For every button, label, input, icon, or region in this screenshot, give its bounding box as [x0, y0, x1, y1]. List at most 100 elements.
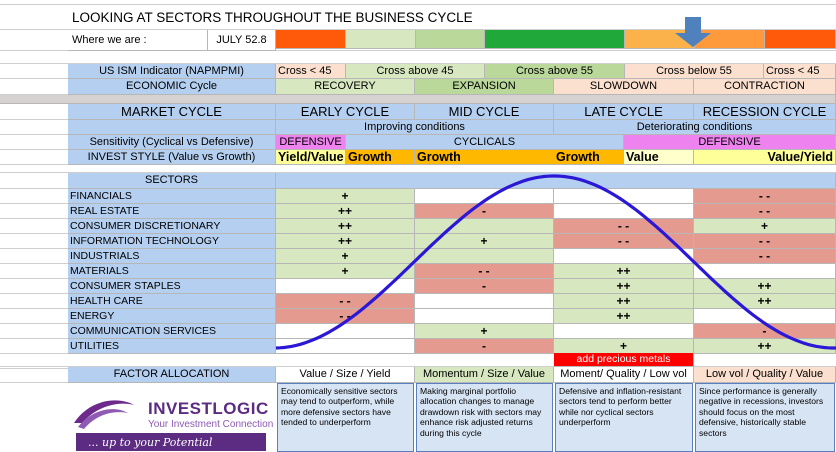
page-title: LOOKING AT SECTORS THROUGHOUT THE BUSINE…	[72, 9, 473, 25]
where-label: Where we are :	[68, 30, 208, 51]
sensitivity-label: Sensitivity (Cyclical vs Defensive)	[68, 135, 276, 150]
sector-mid-signal: -	[415, 204, 554, 219]
investlogic-swoosh-icon	[74, 400, 134, 429]
style-yield-value-early: Yield/Value	[276, 150, 346, 165]
sector-early-signal: +	[276, 189, 415, 204]
sector-late-signal: ++	[554, 294, 694, 309]
sector-late-signal: +	[554, 339, 694, 354]
sector-label-energy: ENERGY	[68, 309, 276, 324]
sector-mid-signal	[415, 189, 554, 204]
sector-mid-signal: -	[415, 339, 554, 354]
sector-late-signal	[554, 249, 694, 264]
grid-line	[0, 29, 836, 30]
sector-label-industrials: INDUSTRIALS	[68, 249, 276, 264]
sector-recession-signal	[694, 264, 836, 279]
ism-cross-below-45-recession: Cross < 45	[764, 64, 836, 79]
sector-early-signal: - -	[276, 294, 415, 309]
indicator-bar-7	[765, 30, 836, 49]
economic-recovery: RECOVERY	[276, 79, 415, 95]
sector-late-signal	[554, 189, 694, 204]
market-late-cycle: LATE CYCLE	[554, 104, 694, 120]
market-cycle-label: MARKET CYCLE	[68, 104, 276, 120]
grid-line	[0, 50, 836, 51]
sectors-header: SECTORS	[68, 173, 276, 189]
sector-recession-signal: +	[694, 219, 836, 234]
market-recession-cycle: RECESSION CYCLE	[694, 104, 836, 120]
economic-contraction: CONTRACTION	[694, 79, 836, 95]
conditions-improving: Improving conditions	[276, 120, 554, 135]
sector-mid-signal: -	[415, 279, 554, 294]
sector-mid-signal	[415, 294, 554, 309]
sector-recession-signal: -	[694, 324, 836, 339]
sector-label-consumer-staples: CONSUMER STAPLES	[68, 279, 276, 294]
style-growth-2: Growth	[415, 150, 554, 165]
sector-mid-signal: +	[415, 234, 554, 249]
description-early-cycle: Economically sensitive sectors may tend …	[277, 383, 414, 452]
style-growth-3: Growth	[554, 150, 624, 165]
sector-late-signal: ++	[554, 264, 694, 279]
sector-late-signal: - -	[554, 219, 694, 234]
sector-late-signal: - -	[554, 234, 694, 249]
economic-expansion: EXPANSION	[415, 79, 554, 95]
sector-label-information-technology: INFORMATION TECHNOLOGY	[68, 234, 276, 249]
sector-late-signal: ++	[554, 309, 694, 324]
indicator-bar-2	[346, 30, 416, 49]
investlogic-logo: INVESTLOGIC Your Investment Connection .…	[68, 383, 276, 452]
sector-label-real-estate: REAL ESTATE	[68, 204, 276, 219]
sensitivity-defensive-late: DEFENSIVE	[624, 135, 836, 150]
sectors-header-fill	[276, 173, 836, 189]
indicator-bar-5	[625, 30, 695, 49]
style-value: Value	[624, 150, 694, 165]
description-late-cycle: Defensive and inflation-resistant sector…	[555, 383, 693, 452]
ism-label: US ISM Indicator (NAPMPMI)	[68, 64, 276, 79]
sector-late-signal: ++	[554, 279, 694, 294]
sensitivity-cyclicals: CYCLICALS	[346, 135, 624, 150]
sector-recession-signal: - -	[694, 234, 836, 249]
factor-mid: Momentum / Size / Value	[415, 367, 554, 383]
sector-label-health-care: HEALTH CARE	[68, 294, 276, 309]
sector-early-signal: ++	[276, 219, 415, 234]
logo-brand: INVESTLOGIC	[148, 399, 269, 418]
sector-mid-signal: - -	[415, 264, 554, 279]
style-growth-1: Growth	[346, 150, 415, 165]
economic-slowdown: SLOWDOWN	[554, 79, 694, 95]
sector-label-financials: FINANCIALS	[68, 189, 276, 204]
factor-early: Value / Size / Yield	[276, 367, 415, 383]
grid-line	[0, 63, 836, 64]
factor-allocation-label: FACTOR ALLOCATION	[68, 367, 276, 383]
ism-cross-above-45: Cross above 45	[346, 64, 485, 79]
style-value-yield-recession: Value/Yield	[694, 150, 836, 165]
sector-mid-signal	[415, 309, 554, 324]
sector-early-signal: ++	[276, 204, 415, 219]
precious-metals-note: add precious metals	[554, 353, 694, 367]
indicator-bar-3	[416, 30, 485, 49]
logo-tagline: Your Investment Connection	[148, 419, 274, 430]
sector-label-communication-services: COMMUNICATION SERVICES	[68, 324, 276, 339]
sector-label-materials: MATERIALS	[68, 264, 276, 279]
sector-mid-signal	[415, 219, 554, 234]
sector-label-utilities: UTILITIES	[68, 339, 276, 354]
sector-recession-signal: - -	[694, 204, 836, 219]
sector-early-signal: +	[276, 249, 415, 264]
sector-late-signal	[554, 204, 694, 219]
sector-early-signal: - -	[276, 309, 415, 324]
ism-cross-above-55: Cross above 55	[485, 64, 625, 79]
grid-line	[0, 4, 836, 5]
sector-mid-signal	[415, 249, 554, 264]
indicator-bar-6	[695, 30, 765, 49]
conditions-label-cell	[68, 120, 276, 135]
sector-late-signal	[554, 324, 694, 339]
sector-recession-signal: - -	[694, 189, 836, 204]
logo-slogan: ... up to your Potential	[76, 433, 266, 451]
conditions-deteriorating: Deteriorating conditions	[554, 120, 836, 135]
sector-label-consumer-discretionary: CONSUMER DISCRETIONARY	[68, 219, 276, 234]
sector-early-signal	[276, 279, 415, 294]
sensitivity-defensive-early: DEFENSIVE	[276, 135, 346, 150]
market-early-cycle: EARLY CYCLE	[276, 104, 415, 120]
ism-cross-below-45-early: Cross < 45	[276, 64, 346, 79]
sector-recession-signal: ++	[694, 279, 836, 294]
sector-recession-signal: ++	[694, 339, 836, 354]
factor-late: Moment/ Quality / Low vol	[554, 367, 694, 383]
ism-cross-below-55: Cross below 55	[625, 64, 764, 79]
market-mid-cycle: MID CYCLE	[415, 104, 554, 120]
